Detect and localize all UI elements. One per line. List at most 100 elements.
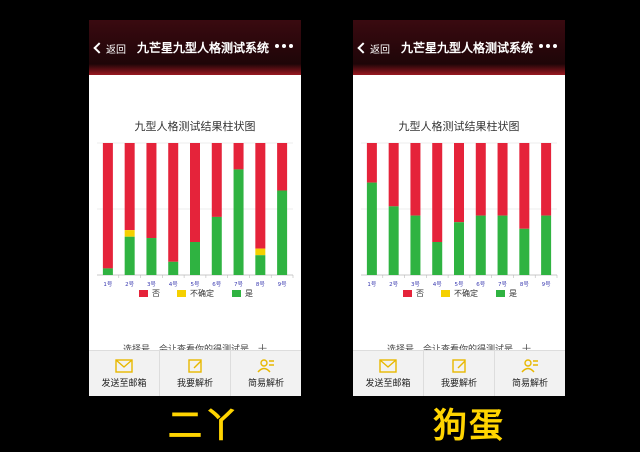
simple-analysis-button[interactable]: 简易解析	[231, 351, 301, 396]
send-email-button[interactable]: 发送至邮箱	[353, 351, 424, 396]
x-tick-label: 7号	[234, 281, 243, 288]
page-title: 九芒星九型人格测试系统	[137, 41, 270, 55]
x-tick-label: 4号	[169, 281, 178, 288]
bar-是-5号	[190, 242, 200, 275]
page-title: 九芒星九型人格测试系统	[401, 41, 534, 55]
caption-left: 二丫	[168, 406, 240, 446]
legend-label: 是	[245, 289, 253, 298]
tab-label: 我要解析	[440, 378, 477, 389]
x-tick-label: 3号	[411, 281, 420, 288]
bar-否-3号	[146, 143, 157, 239]
people-icon	[521, 358, 538, 372]
bottom-tabbar: 发送至邮箱 我要解析 简易解析	[89, 350, 301, 396]
bar-是-9号	[541, 215, 552, 275]
chart-svg: 九型人格测试结果柱状图 1号 2号 3号 4号 5号 6号 7号 8号 9号否 不确定 是	[361, 119, 558, 298]
caption-right: 狗蛋	[433, 406, 505, 446]
chevron-left-icon	[93, 42, 105, 54]
x-tick-label: 8号	[520, 281, 529, 288]
bar-否-1号	[366, 143, 377, 183]
bar-否-3号	[410, 143, 421, 216]
legend-swatch	[403, 290, 412, 297]
bar-是-8号	[255, 255, 266, 275]
bar-否-2号	[124, 143, 135, 231]
bar-否-9号	[277, 143, 288, 191]
x-tick-label: 2号	[125, 281, 134, 288]
bottom-tabbar: 发送至邮箱 我要解析 简易解析	[353, 350, 565, 396]
more-icon[interactable]	[539, 44, 557, 48]
chart-svg: 九型人格测试结果柱状图 1号 2号 3号 4号 5号 6号 7号 8号 9号否 不确定 是	[97, 119, 294, 298]
legend-swatch	[139, 290, 148, 297]
bar-否-6号	[211, 143, 222, 217]
x-tick-label: 9号	[542, 281, 551, 288]
analyze-button[interactable]: 我要解析	[160, 351, 231, 396]
bar-否-5号	[190, 143, 200, 242]
edit-icon	[188, 358, 202, 373]
body-text: 选择号，会让查看你的得测试是，十	[386, 345, 531, 352]
bar-否-7号	[497, 143, 508, 216]
tab-label: 我要解析	[176, 378, 213, 389]
phone-screen-left: 返回 九芒星九型人格测试系统 九型人格测试结果柱状图 1号 2号 3号 4号 5号 6号 7号…	[89, 20, 301, 396]
bar-是-2号	[124, 236, 135, 275]
x-tick-label: 4号	[433, 281, 442, 288]
more-icon[interactable]	[275, 44, 293, 48]
bar-是-3号	[410, 215, 421, 275]
chevron-left-icon	[357, 42, 369, 54]
bar-不确定-2号	[124, 230, 135, 237]
x-tick-label: 1号	[367, 281, 376, 288]
bar-是-7号	[233, 169, 244, 275]
mail-icon	[379, 358, 397, 373]
analyze-button[interactable]: 我要解析	[424, 351, 495, 396]
legend-swatch	[177, 290, 186, 297]
x-tick-label: 9号	[278, 281, 287, 288]
send-email-button[interactable]: 发送至邮箱	[89, 351, 160, 396]
tab-label: 简易解析	[247, 378, 284, 389]
x-tick-label: 5号	[455, 281, 464, 288]
mail-icon	[115, 358, 133, 373]
legend-swatch	[441, 290, 450, 297]
tab-label: 发送至邮箱	[365, 378, 411, 389]
bar-否-5号	[454, 143, 464, 223]
bar-否-7号	[233, 143, 244, 170]
bar-否-8号	[519, 143, 530, 229]
simple-analysis-button[interactable]: 简易解析	[495, 351, 565, 396]
bar-是-2号	[388, 206, 399, 275]
x-tick-label: 6号	[212, 281, 221, 288]
bar-否-9号	[541, 143, 552, 216]
legend-label: 否	[152, 289, 160, 298]
back-button[interactable]: 返回	[93, 40, 126, 56]
bar-否-4号	[432, 143, 443, 242]
bar-否-1号	[102, 143, 113, 269]
legend-label: 不确定	[454, 288, 478, 298]
chart-title: 九型人格测试结果柱状图	[399, 119, 520, 133]
bar-是-6号	[475, 215, 486, 275]
bar-是-8号	[519, 228, 530, 275]
legend-swatch	[496, 290, 505, 297]
result-bar-chart: 九型人格测试结果柱状图 1号 2号 3号 4号 5号 6号 7号 8号 9号否 不确定 是	[89, 75, 301, 345]
x-tick-label: 1号	[103, 281, 112, 288]
bar-否-6号	[475, 143, 486, 216]
back-label: 返回	[106, 44, 126, 56]
bar-否-8号	[255, 143, 266, 249]
legend-swatch	[232, 290, 241, 297]
back-button[interactable]: 返回	[357, 40, 390, 56]
bar-是-4号	[168, 261, 179, 275]
bar-是-6号	[211, 216, 222, 275]
bar-是-1号	[366, 182, 377, 275]
bar-否-4号	[168, 143, 179, 262]
bar-否-2号	[388, 143, 399, 207]
tab-label: 发送至邮箱	[101, 378, 147, 389]
bar-是-3号	[146, 238, 157, 275]
phone-screen-right: 返回 九芒星九型人格测试系统 九型人格测试结果柱状图 1号 2号 3号 4号 5号 6号 7号…	[353, 20, 565, 396]
tab-label: 简易解析	[511, 378, 548, 389]
x-tick-label: 6号	[476, 281, 485, 288]
bar-是-7号	[497, 215, 508, 275]
nav-bar: 返回 九芒星九型人格测试系统	[353, 20, 565, 75]
bar-是-4号	[432, 242, 443, 275]
bar-不确定-8号	[255, 248, 266, 256]
x-tick-label: 2号	[389, 281, 398, 288]
x-tick-label: 8号	[256, 281, 265, 288]
bar-是-9号	[277, 190, 288, 275]
x-tick-label: 5号	[191, 281, 200, 288]
result-bar-chart: 九型人格测试结果柱状图 1号 2号 3号 4号 5号 6号 7号 8号 9号否 不确定 是	[353, 75, 565, 345]
x-tick-label: 3号	[147, 281, 156, 288]
